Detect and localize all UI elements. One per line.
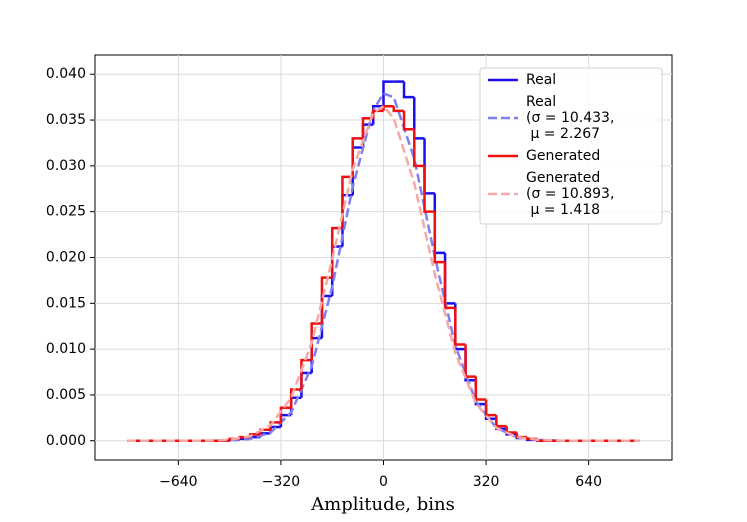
y-tick-label: 0.015 <box>46 295 86 311</box>
y-tick-label: 0.010 <box>46 341 86 357</box>
histogram-bin <box>443 262 456 310</box>
y-tick-label: 0.005 <box>46 387 86 403</box>
histogram-bin <box>289 388 302 408</box>
histogram-bin <box>413 97 425 140</box>
histogram-bin <box>382 80 394 107</box>
histogram-bin <box>423 165 435 213</box>
legend-label: Generated <box>526 148 600 164</box>
y-tick-label: 0.025 <box>46 204 86 220</box>
histogram-bin <box>361 116 374 139</box>
histogram-bin <box>392 106 405 113</box>
histogram-bin <box>300 358 312 390</box>
legend-label: Real <box>526 72 556 88</box>
histogram-bin <box>402 81 415 99</box>
histogram-bin <box>310 322 322 361</box>
x-tick-label: −640 <box>159 474 197 490</box>
histogram-bin <box>402 110 415 131</box>
x-tick-label: −320 <box>262 474 300 490</box>
legend-label: Real (σ = 10.433, μ = 2.267 <box>526 94 614 142</box>
histogram-bin <box>484 399 497 417</box>
histogram-bin <box>341 175 353 229</box>
histogram-bin <box>443 252 456 305</box>
x-tick-label: 640 <box>575 474 602 490</box>
histogram-bin <box>371 109 384 119</box>
y-tick-label: 0.000 <box>46 433 86 449</box>
y-tick-label: 0.035 <box>46 112 86 128</box>
histogram-bin <box>351 137 363 177</box>
histogram-bin <box>279 406 292 423</box>
histogram-bin <box>413 129 425 168</box>
y-tick-label: 0.030 <box>46 158 86 174</box>
legend-box <box>479 67 663 225</box>
y-tick-label: 0.020 <box>46 250 86 266</box>
histogram-bin <box>454 307 466 346</box>
x-tick-label: 320 <box>473 474 500 490</box>
legend-label: Generated (σ = 10.893, μ = 1.418 <box>526 170 614 218</box>
histogram-bin <box>433 193 446 255</box>
x-axis-label: Amplitude, bins <box>310 494 455 515</box>
histogram-bin <box>505 426 517 434</box>
histogram-bin <box>433 211 446 264</box>
histogram-bin <box>382 105 394 111</box>
histogram-bin <box>495 415 507 428</box>
histogram-bin <box>474 376 487 401</box>
histogram-bin <box>269 421 281 430</box>
fit-line <box>127 104 640 443</box>
histogram-bin <box>454 303 466 351</box>
legend: Real Real (σ = 10.433, μ = 2.267 Generated G… <box>479 67 663 225</box>
x-tick-label: 0 <box>379 474 388 490</box>
y-tick-label: 0.040 <box>46 66 86 82</box>
